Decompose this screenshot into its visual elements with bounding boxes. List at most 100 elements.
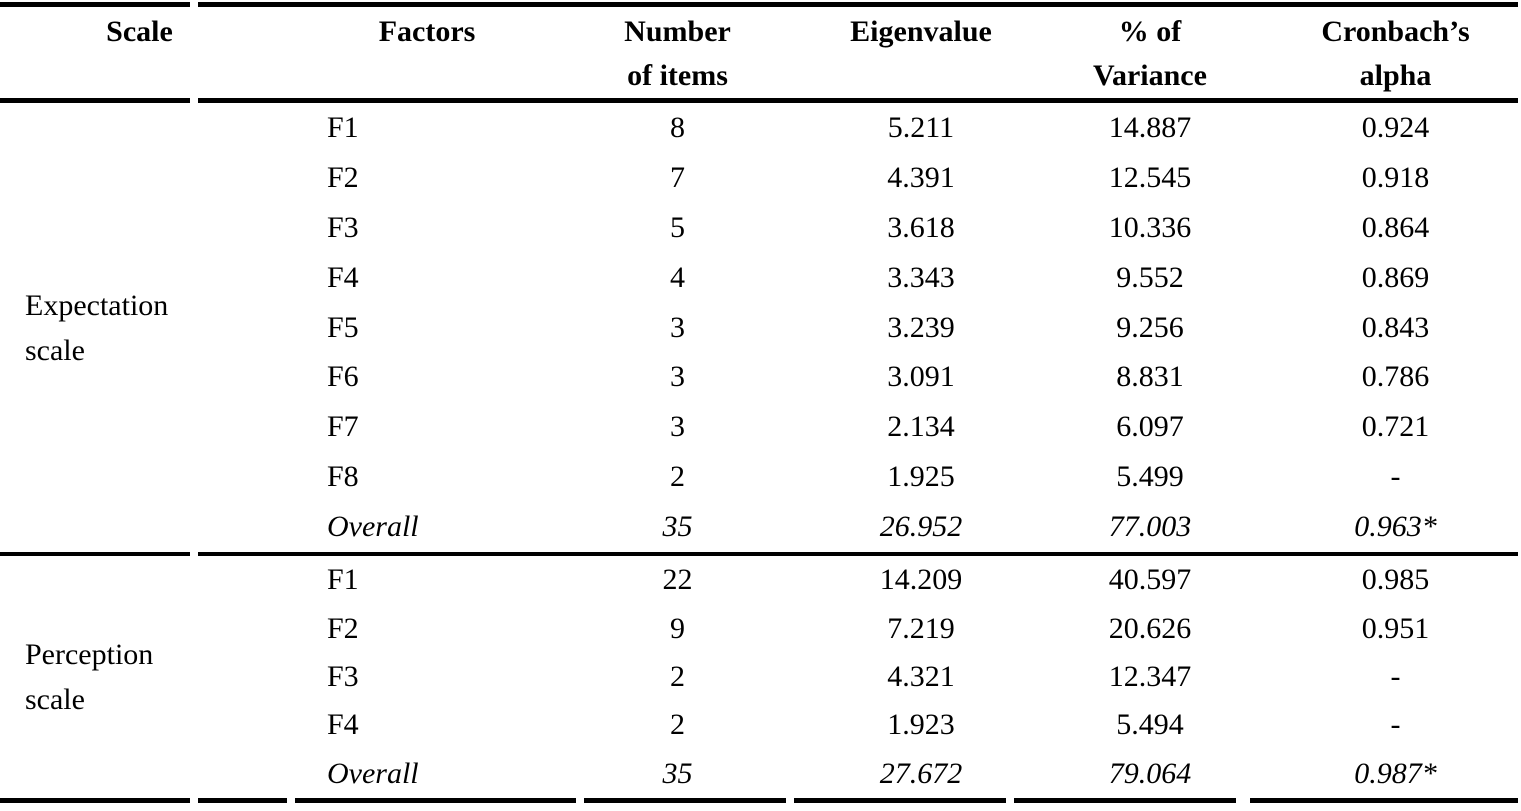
factor-cell: F3 xyxy=(327,210,359,244)
table-bottom-rule-segment xyxy=(584,798,786,803)
alpha-cell: 0.951 xyxy=(1361,611,1430,645)
factor-cell: F2 xyxy=(327,611,359,645)
alpha-cell: 0.987* xyxy=(1354,756,1437,790)
alpha-cell: 0.985 xyxy=(1361,563,1430,597)
factor-cell: F8 xyxy=(327,460,359,494)
items-cell: 9 xyxy=(670,611,685,645)
eigenvalue-cell: 2.134 xyxy=(887,410,955,444)
factor-cell: F7 xyxy=(327,410,359,444)
factor-cell: F4 xyxy=(327,260,359,294)
factor-cell: Overall xyxy=(327,510,419,544)
items-cell: 3 xyxy=(670,360,685,394)
alpha-cell: 0.786 xyxy=(1361,360,1430,394)
items-cell: 35 xyxy=(662,510,693,544)
variance-cell: 5.499 xyxy=(1116,460,1184,494)
alpha-cell: 0.963* xyxy=(1354,510,1437,544)
items-cell: 4 xyxy=(670,260,685,294)
table-row: F5 3 3.239 9.256 0.843 xyxy=(0,303,1521,353)
section-divider-rule-segment xyxy=(198,552,1518,556)
table-row-overall: Overall 35 27.672 79.064 0.987* xyxy=(0,750,1521,798)
eigenvalue-cell: 4.391 xyxy=(887,160,955,194)
items-cell: 7 xyxy=(670,160,685,194)
alpha-cell: - xyxy=(1390,708,1401,742)
alpha-cell: 0.864 xyxy=(1361,210,1430,244)
variance-cell: 9.256 xyxy=(1116,310,1184,344)
alpha-cell: 0.869 xyxy=(1361,260,1430,294)
items-cell: 3 xyxy=(670,310,685,344)
header-eigenvalue: Eigenvalue xyxy=(850,15,992,48)
alpha-cell: 0.721 xyxy=(1361,410,1430,444)
variance-cell: 9.552 xyxy=(1116,260,1184,294)
eigenvalue-cell: 3.091 xyxy=(887,360,955,394)
variance-cell: 20.626 xyxy=(1108,611,1192,645)
eigenvalue-cell: 3.343 xyxy=(887,260,955,294)
eigenvalue-cell: 1.923 xyxy=(887,708,955,742)
scale-label: Perception scale xyxy=(25,638,154,716)
variance-cell: 6.097 xyxy=(1116,410,1184,444)
header-factors: Factors xyxy=(378,15,476,48)
alpha-cell: 0.924 xyxy=(1361,110,1430,144)
items-cell: 2 xyxy=(670,460,685,494)
items-cell: 5 xyxy=(670,210,685,244)
variance-cell: 40.597 xyxy=(1108,563,1192,597)
items-cell: 2 xyxy=(670,708,685,742)
eigenvalue-cell: 14.209 xyxy=(879,563,963,597)
eigenvalue-cell: 3.239 xyxy=(887,310,955,344)
table-bottom-rule-segment xyxy=(0,798,190,803)
variance-cell: 77.003 xyxy=(1108,510,1192,544)
eigenvalue-cell: 4.321 xyxy=(887,659,955,693)
table-row: F1 8 5.211 14.887 0.924 xyxy=(0,103,1521,153)
items-cell: 3 xyxy=(670,410,685,444)
expectation-scale-section: Expectation scale F1 8 5.211 14.887 0.92… xyxy=(0,103,1521,552)
table-row-overall: Overall 35 26.952 77.003 0.963* xyxy=(0,502,1521,552)
table-row: F4 2 1.923 5.494 - xyxy=(0,701,1521,749)
items-cell: 2 xyxy=(670,659,685,693)
table-bottom-rule-segment xyxy=(198,798,287,803)
factor-cell: F1 xyxy=(327,563,359,597)
alpha-cell: - xyxy=(1390,460,1401,494)
factor-cell: Overall xyxy=(327,756,419,790)
table-row: F2 7 4.391 12.545 0.918 xyxy=(0,153,1521,203)
eigenvalue-cell: 27.672 xyxy=(879,756,963,790)
alpha-cell: 0.843 xyxy=(1361,310,1430,344)
alpha-cell: - xyxy=(1390,659,1401,693)
items-cell: 8 xyxy=(670,110,685,144)
table-row: F8 2 1.925 5.499 - xyxy=(0,452,1521,502)
table-bottom-rule-segment xyxy=(794,798,1006,803)
variance-cell: 12.347 xyxy=(1108,659,1192,693)
factor-cell: F6 xyxy=(327,360,359,394)
section-divider-rule-segment xyxy=(0,552,190,556)
eigenvalue-cell: 5.211 xyxy=(887,110,955,144)
table-bottom-rule-segment xyxy=(1014,798,1236,803)
table-row: F6 3 3.091 8.831 0.786 xyxy=(0,352,1521,402)
variance-cell: 14.887 xyxy=(1108,110,1192,144)
header-bottom-rule-segment xyxy=(198,98,1518,103)
table-bottom-rule-segment xyxy=(295,798,576,803)
header-pct-variance: % of Variance xyxy=(1093,15,1207,92)
variance-cell: 12.545 xyxy=(1108,160,1192,194)
perception-scale-section: Perception scale F1 22 14.209 40.597 0.9… xyxy=(0,556,1521,798)
eigenvalue-cell: 1.925 xyxy=(887,460,955,494)
eigenvalue-cell: 7.219 xyxy=(887,611,955,645)
table-top-rule-segment xyxy=(198,2,1518,7)
alpha-cell: 0.918 xyxy=(1361,160,1430,194)
factor-cell: F1 xyxy=(327,110,359,144)
variance-cell: 8.831 xyxy=(1116,360,1184,394)
variance-cell: 10.336 xyxy=(1108,210,1192,244)
factor-cell: F4 xyxy=(327,708,359,742)
items-cell: 35 xyxy=(662,756,693,790)
table-row: F4 4 3.343 9.552 0.869 xyxy=(0,253,1521,303)
variance-cell: 79.064 xyxy=(1108,756,1192,790)
eigenvalue-cell: 3.618 xyxy=(887,210,955,244)
header-number-of-items: Number of items xyxy=(624,15,731,92)
items-cell: 22 xyxy=(662,563,693,597)
scale-label: Expectation scale xyxy=(25,288,169,367)
table-row: F7 3 2.134 6.097 0.721 xyxy=(0,402,1521,452)
factor-cell: F5 xyxy=(327,310,359,344)
table-header-row: Scale Factors Number of items Eigenvalue … xyxy=(0,10,1521,98)
factor-cell: F3 xyxy=(327,659,359,693)
factor-cell: F2 xyxy=(327,160,359,194)
header-bottom-rule-segment xyxy=(0,98,190,103)
table-row: F3 2 4.321 12.347 - xyxy=(0,653,1521,701)
